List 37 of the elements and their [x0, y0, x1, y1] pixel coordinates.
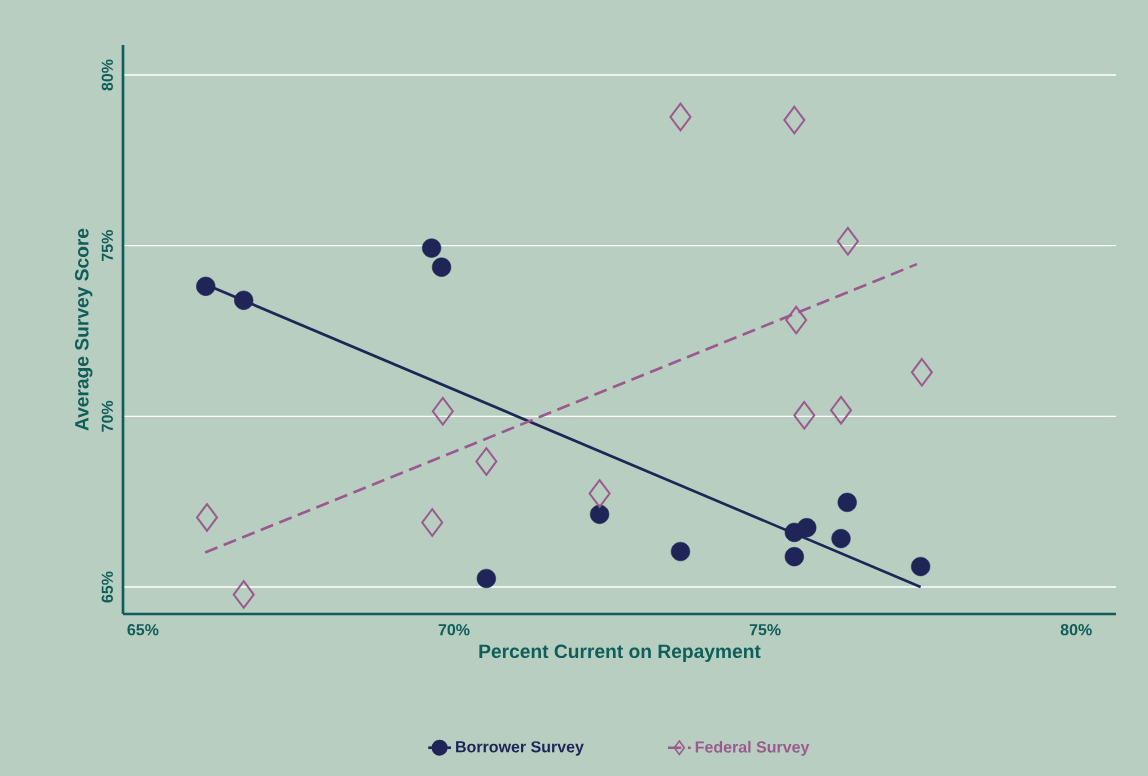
y-tick-label: 70%: [101, 400, 113, 432]
point: [421, 508, 444, 537]
point: [196, 503, 218, 532]
point: [476, 568, 496, 589]
point: [234, 290, 254, 310]
point: [475, 447, 498, 476]
point: [431, 257, 452, 277]
point: [783, 105, 806, 135]
point: [793, 401, 816, 430]
x-axis-title: Percent Current on Repayment: [479, 644, 761, 662]
point: [589, 504, 610, 524]
point: [831, 528, 851, 549]
point: [837, 492, 857, 512]
point: [910, 358, 933, 387]
point: [836, 226, 859, 256]
y-axis-title: Average Survey Score: [75, 228, 93, 431]
y-tick-label: 65%: [101, 571, 113, 603]
point: [911, 556, 931, 577]
point: [431, 396, 454, 426]
y-tick-label: 75%: [101, 230, 113, 262]
x-tick-label: 80%: [1060, 624, 1092, 636]
point: [797, 518, 817, 538]
x-tick-label: 70%: [438, 624, 470, 636]
point: [232, 580, 255, 609]
point: [196, 276, 216, 296]
x-tick-label: 65%: [127, 624, 159, 636]
x-tick-label: 75%: [749, 624, 781, 636]
point: [830, 395, 853, 425]
legend-label: Federal Survey: [695, 740, 810, 756]
point: [785, 305, 808, 335]
point: [670, 541, 691, 562]
y-tick-label: 80%: [101, 59, 113, 91]
legend-label: Borrower Survey: [456, 741, 584, 756]
point: [588, 479, 611, 508]
point: [422, 238, 442, 258]
point: [669, 102, 692, 132]
point: [784, 547, 804, 567]
